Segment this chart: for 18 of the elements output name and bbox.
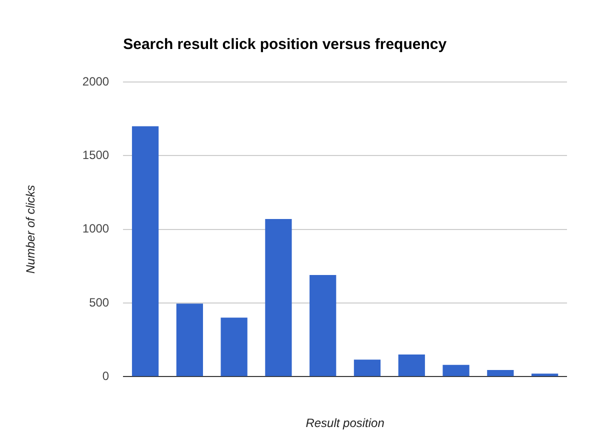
bar bbox=[265, 218, 292, 376]
bar bbox=[398, 354, 425, 376]
bar bbox=[310, 274, 336, 376]
bar bbox=[220, 318, 248, 376]
bar bbox=[354, 360, 381, 376]
y-tick-label: 1500 bbox=[82, 148, 110, 162]
bar bbox=[176, 304, 203, 376]
bar bbox=[531, 374, 558, 376]
bar bbox=[487, 370, 514, 376]
y-tick-label: 1000 bbox=[82, 222, 110, 236]
y-tick-label: 0 bbox=[102, 368, 110, 383]
chart-title: Search result click position versus frequency bbox=[123, 36, 448, 54]
bar bbox=[442, 364, 470, 376]
y-axis-title: Number of clicks bbox=[24, 184, 38, 274]
bar bbox=[132, 126, 159, 376]
y-tick-label: 2000 bbox=[82, 74, 110, 88]
x-axis-title: Result position bbox=[306, 416, 385, 430]
y-tick-label: 500 bbox=[89, 295, 110, 310]
